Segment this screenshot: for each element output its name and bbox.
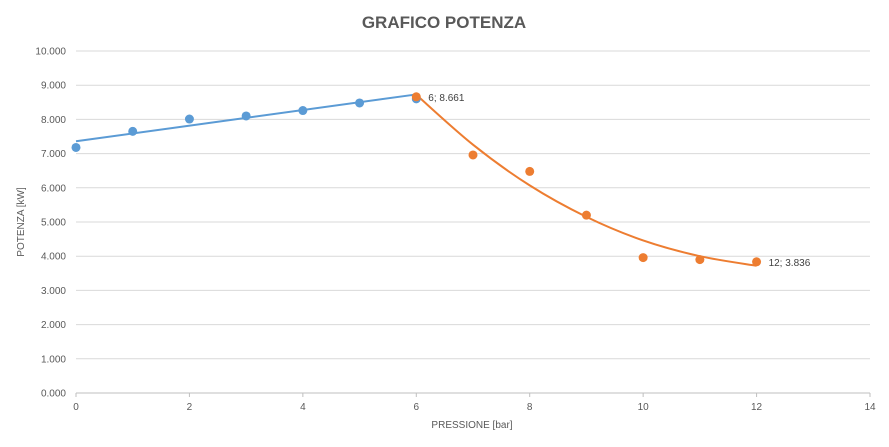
data-point-series-1 [128,126,138,136]
x-tick-label: 4 [300,402,306,413]
data-label: 12; 3.836 [769,258,811,269]
x-tick-label: 0 [73,402,79,413]
data-points [71,92,762,267]
y-axis-label: POTENZA [kW] [16,187,27,257]
data-point-series-1 [184,114,194,124]
data-point-series-1 [298,106,308,116]
data-point-series-2 [525,166,535,176]
y-tick-label: 8.000 [41,115,66,126]
data-labels: 6; 8.661 12; 3.836 [428,93,810,269]
y-tick-label: 10.000 [35,47,66,58]
y-tick-label: 4.000 [41,252,66,263]
trendline-series-2 [415,94,757,267]
axes [75,392,871,397]
data-point-series-2 [752,257,762,267]
data-point-series-2 [581,210,591,220]
data-point-series-2 [468,150,478,160]
trendlines [75,93,757,267]
data-point-series-1 [241,111,251,121]
x-tick-label: 8 [527,402,533,413]
data-point-series-1 [355,98,365,108]
y-tick-label: 7.000 [41,149,66,160]
data-point-series-2 [638,253,648,263]
data-point-series-2 [695,255,705,265]
y-tick-label: 0.000 [41,389,66,400]
x-tick-label: 14 [864,402,876,413]
x-tick-labels: 0 2 4 6 8 10 12 14 [73,402,876,413]
y-tick-label: 5.000 [41,218,66,229]
x-tick-label: 2 [187,402,193,413]
x-tick-label: 10 [638,402,650,413]
x-tick-label: 6 [414,402,420,413]
y-tick-label: 1.000 [41,354,66,365]
chart-title: GRAFICO POTENZA [362,13,526,32]
data-point-series-2 [411,92,421,102]
x-axis-label: PRESSIONE [bar] [431,420,512,431]
y-tick-label: 2.000 [41,320,66,331]
x-tick-label: 12 [751,402,763,413]
y-tick-label: 6.000 [41,183,66,194]
data-point-series-1 [71,142,81,152]
y-tick-label: 3.000 [41,286,66,297]
y-tick-labels: 0.000 1.000 2.000 3.000 4.000 5.000 6.000 7.000… [35,47,66,400]
grid [76,50,870,360]
data-label: 6; 8.661 [428,93,465,104]
y-tick-label: 9.000 [41,81,66,92]
